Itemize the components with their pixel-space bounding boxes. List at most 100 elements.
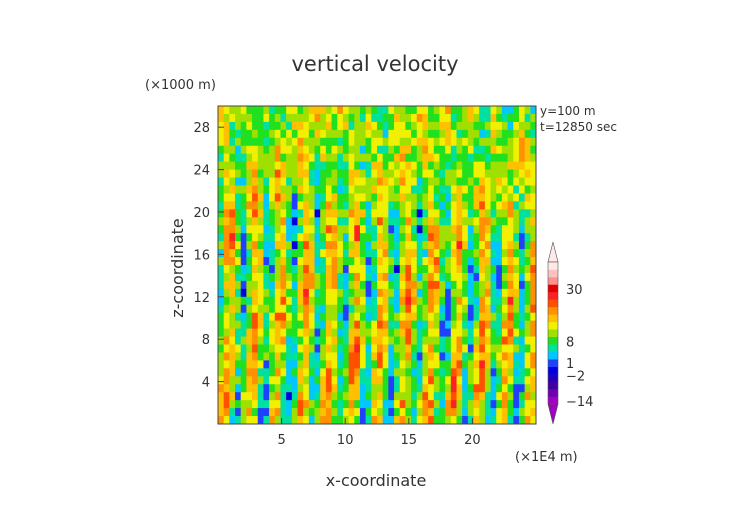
heatmap-cell (524, 201, 531, 210)
heatmap-cell (405, 233, 412, 242)
heatmap-cell (462, 344, 469, 353)
heatmap-cell (507, 225, 514, 234)
heatmap-cell (524, 312, 531, 322)
heatmap-cell (223, 344, 230, 353)
heatmap-cell (342, 352, 350, 361)
heatmap-cell (269, 384, 276, 393)
heatmap-cell (450, 217, 457, 226)
heatmap-cell (325, 384, 332, 393)
heatmap-cell (297, 233, 304, 242)
heatmap-cell (274, 376, 281, 385)
heatmap-cell (377, 129, 384, 139)
heatmap-cell (354, 416, 361, 425)
heatmap-cell (263, 137, 270, 147)
heatmap-cell (507, 280, 514, 290)
heatmap-cell (354, 185, 361, 194)
heatmap-cell (337, 121, 344, 131)
heatmap-cell (303, 113, 310, 123)
heatmap-cell (348, 392, 355, 401)
heatmap-cell (229, 177, 236, 186)
heatmap-cell (337, 272, 344, 282)
heatmap-cell (433, 193, 440, 202)
heatmap-cell (473, 368, 480, 377)
heatmap-cell (416, 113, 423, 123)
heatmap-cell (303, 225, 310, 234)
heatmap-cell (331, 296, 338, 306)
heatmap-cell (291, 185, 298, 194)
heatmap-cell (405, 304, 412, 314)
heatmap-cell (524, 272, 531, 282)
heatmap-cell (445, 249, 452, 258)
heatmap-cell (297, 336, 304, 345)
heatmap-cell (513, 368, 520, 377)
heatmap-cell (337, 280, 344, 290)
heatmap-cell (331, 304, 338, 314)
heatmap-cell (240, 257, 247, 266)
heatmap-cell (518, 225, 526, 234)
heatmap-cell (513, 257, 520, 266)
heatmap-cell (439, 225, 446, 234)
heatmap-cell (467, 249, 474, 258)
heatmap-cell (274, 320, 281, 329)
heatmap-cell (416, 376, 423, 385)
heatmap-cell (473, 241, 480, 250)
heatmap-cell (394, 129, 401, 139)
heatmap-cell (263, 185, 270, 194)
heatmap-cell (467, 233, 474, 242)
heatmap-cell (467, 121, 474, 131)
heatmap-cell (467, 384, 474, 393)
heatmap-cell (229, 121, 236, 131)
heatmap-cell (263, 296, 270, 306)
heatmap-cell (462, 408, 469, 417)
heatmap-cell (439, 169, 446, 178)
heatmap-cell (320, 320, 327, 329)
heatmap-cell (513, 336, 520, 345)
heatmap-cell (263, 280, 270, 290)
heatmap-field (218, 106, 537, 425)
heatmap-cell (354, 344, 361, 353)
heatmap-cell (274, 265, 281, 274)
heatmap-cell (405, 153, 412, 163)
heatmap-cell (280, 384, 287, 393)
heatmap-cell (456, 209, 463, 218)
heatmap-cell (490, 344, 497, 353)
heatmap-cell (257, 129, 264, 139)
heatmap-cell (348, 320, 355, 329)
heatmap-cell (291, 209, 298, 218)
heatmap-cell (411, 106, 418, 115)
heatmap-cell (411, 121, 418, 131)
heatmap-cell (433, 320, 440, 329)
heatmap-cell (218, 320, 225, 329)
heatmap-cell (297, 376, 304, 385)
heatmap-cell (337, 217, 344, 226)
heatmap-cell (507, 106, 514, 115)
y-axis-title: z-coordinate (168, 218, 187, 318)
heatmap-cell (433, 249, 440, 258)
heatmap-cell (331, 368, 338, 377)
heatmap-cell (433, 344, 440, 353)
heatmap-cell (462, 241, 469, 250)
heatmap-cell (416, 225, 423, 234)
heatmap-cell (416, 145, 423, 155)
heatmap-cell (479, 272, 486, 282)
heatmap-cell (280, 344, 287, 353)
heatmap-cell (257, 113, 264, 123)
heatmap-cell (382, 177, 389, 186)
heatmap-cell (518, 153, 526, 163)
heatmap-cell (348, 360, 355, 369)
heatmap-cell (348, 304, 355, 314)
heatmap-cell (411, 288, 418, 298)
heatmap-cell (348, 185, 355, 194)
heatmap-cell (405, 209, 412, 218)
heatmap-cell (263, 129, 270, 139)
x-tick-label: 15 (401, 433, 418, 448)
heatmap-cell (484, 129, 491, 139)
heatmap-cell (274, 400, 281, 409)
heatmap-cell (450, 376, 457, 385)
heatmap-cell (365, 280, 372, 290)
heatmap-cell (229, 257, 236, 266)
heatmap-cell (439, 304, 446, 314)
heatmap-cell (354, 121, 361, 131)
heatmap-cell (416, 257, 423, 266)
